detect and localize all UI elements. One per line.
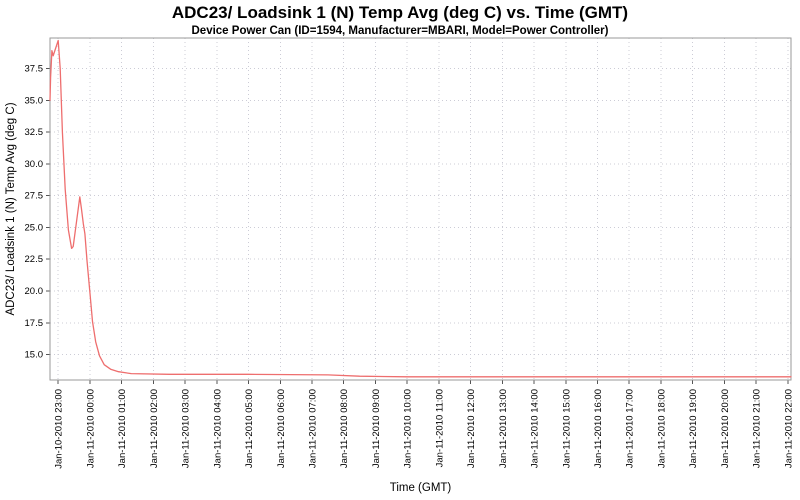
x-axis-label: Time (GMT) (389, 482, 452, 494)
x-tick-label: Jan-11-2010 12:00 (466, 389, 477, 468)
y-tick-label: 20.0 (25, 286, 44, 297)
x-tick-label: Jan-11-2010 22:00 (783, 389, 794, 468)
x-tick-label: Jan-11-2010 16:00 (593, 389, 604, 468)
x-tick-label: Jan-11-2010 19:00 (688, 389, 699, 468)
x-tick-label: Jan-11-2010 09:00 (371, 389, 382, 468)
x-tick-label: Jan-11-2010 00:00 (85, 389, 96, 468)
x-tick-label: Jan-11-2010 02:00 (149, 389, 160, 468)
x-tick-label: Jan-11-2010 11:00 (434, 389, 445, 467)
y-tick-label: 35.0 (25, 95, 44, 106)
x-tick-label: Jan-11-2010 04:00 (212, 389, 223, 468)
y-tick-label: 15.0 (25, 350, 44, 361)
x-tick-label: Jan-11-2010 20:00 (720, 389, 731, 468)
y-tick-label: 32.5 (25, 127, 44, 138)
y-tick-label: 27.5 (25, 191, 44, 202)
plot-background (50, 38, 791, 380)
y-tick-label: 25.0 (25, 222, 44, 233)
x-tick-label: Jan-11-2010 10:00 (403, 389, 414, 468)
y-tick-label: 17.5 (25, 318, 44, 329)
x-tick-label: Jan-11-2010 01:00 (117, 389, 128, 468)
series-line (49, 39, 792, 378)
x-tick-label: Jan-11-2010 13:00 (498, 389, 509, 468)
x-tick-label: Jan-11-2010 06:00 (276, 389, 287, 468)
chart-subtitle: Device Power Can (ID=1594, Manufacturer=… (191, 25, 609, 37)
x-tick-label: Jan-11-2010 03:00 (181, 389, 192, 468)
x-tick-label: Jan-11-2010 21:00 (752, 389, 763, 468)
y-tick-label: 22.5 (25, 254, 44, 265)
x-tick-label: Jan-11-2010 08:00 (339, 389, 350, 468)
y-tick-label: 37.5 (25, 64, 44, 75)
x-tick-label: Jan-10-2010 23:00 (54, 389, 65, 469)
x-tick-label: Jan-11-2010 07:00 (308, 389, 319, 468)
x-tick-label: Jan-11-2010 15:00 (561, 389, 572, 468)
chart-title: ADC23/ Loadsink 1 (N) Temp Avg (deg C) v… (171, 3, 629, 22)
plot-border (49, 37, 792, 381)
x-tick-label: Jan-11-2010 14:00 (530, 389, 541, 468)
x-tick-label: Jan-11-2010 05:00 (244, 389, 255, 468)
x-tick-label: Jan-11-2010 17:00 (625, 389, 636, 468)
x-tick-label: Jan-11-2010 18:00 (656, 389, 667, 468)
y-tick-label: 30.0 (25, 159, 44, 170)
